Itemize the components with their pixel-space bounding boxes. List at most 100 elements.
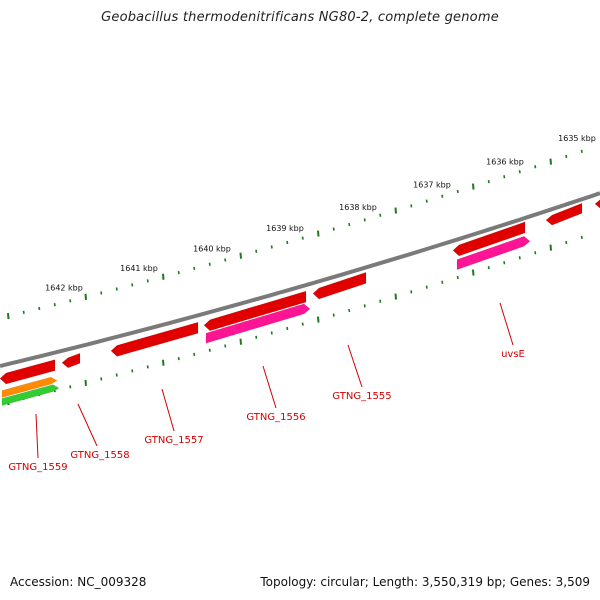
outer-tick-ring <box>7 149 583 320</box>
kbp-label: 1641 kbp <box>120 264 158 273</box>
outer-tick <box>255 249 258 253</box>
label-leader-line <box>347 344 363 388</box>
inner-tick <box>580 235 583 240</box>
gene-label[interactable]: GTNG_1557 <box>144 435 203 446</box>
gene-GTNG_1555[interactable] <box>312 272 367 300</box>
inner-tick <box>100 377 103 381</box>
accession-text: Accession: NC_009328 <box>10 575 147 589</box>
label-leader-line <box>77 403 98 447</box>
topology-text: Topology: circular; Length: 3,550,319 bp… <box>260 575 590 589</box>
outer-tick <box>332 227 335 231</box>
outer-tick <box>580 149 583 154</box>
gene-GTNG_1559-orange[interactable] <box>1 376 58 398</box>
label-leader-line <box>499 302 514 346</box>
gene-GTNG_1559-green[interactable] <box>1 384 60 406</box>
inner-tick <box>177 356 180 361</box>
outer-tick <box>162 273 165 280</box>
outer-tick <box>146 279 149 283</box>
kbp-label: 1637 kbp <box>413 180 451 189</box>
gene-uvsE-red[interactable] <box>452 221 526 257</box>
kbp-label: 1635 kbp <box>558 134 596 143</box>
gene-uvsE-pink[interactable] <box>456 236 531 270</box>
outer-tick <box>38 306 41 311</box>
outer-tick <box>425 199 428 203</box>
inner-tick <box>379 299 382 303</box>
label-leader-line <box>35 413 39 459</box>
outer-tick <box>441 194 444 198</box>
label-leader-line <box>262 365 277 409</box>
inner-tick <box>549 244 552 251</box>
outer-tick <box>22 310 25 314</box>
gene-GTNG_1559-red[interactable] <box>0 359 56 385</box>
kbp-label: 1639 kbp <box>266 224 304 233</box>
inner-tick <box>518 256 521 260</box>
inner-tick <box>115 373 118 377</box>
inner-tick <box>425 285 428 289</box>
outer-tick <box>7 312 10 320</box>
inner-tick <box>534 251 537 255</box>
outer-tick <box>518 170 521 174</box>
inner-tick <box>69 385 72 389</box>
inner-tick <box>565 240 568 245</box>
inner-tick <box>332 313 335 317</box>
inner-tick-ring <box>7 235 583 406</box>
outer-tick <box>565 154 568 159</box>
gene-GTNG_1556-red[interactable] <box>203 290 307 331</box>
inner-tick <box>441 280 444 284</box>
gene-GTNG_1556-pink[interactable] <box>205 303 311 344</box>
gene-label[interactable]: GTNG_1558 <box>70 450 129 461</box>
gene-red-2[interactable] <box>594 196 600 209</box>
inner-tick <box>503 261 506 265</box>
outer-tick <box>534 165 537 169</box>
gene-label[interactable]: GTNG_1555 <box>332 391 391 402</box>
outer-tick <box>208 262 211 266</box>
outer-tick <box>115 287 118 291</box>
outer-tick <box>301 236 304 240</box>
kbp-label: 1636 kbp <box>486 157 524 166</box>
outer-tick <box>224 258 227 262</box>
gene-GTNG_1557[interactable] <box>110 321 199 357</box>
inner-tick <box>162 359 165 366</box>
kbp-labels: 1635 kbp 1636 kbp 1637 kbp 1638 kbp 1639 kbp… <box>45 134 596 292</box>
map-title: Geobacillus thermodenitrificans NG80-2, … <box>101 10 499 25</box>
outer-tick <box>363 218 366 222</box>
kbp-label: 1642 kbp <box>45 283 83 292</box>
gene-red-1[interactable] <box>545 202 583 226</box>
gene-GTNG_1558[interactable] <box>61 352 81 369</box>
outer-tick <box>410 204 413 208</box>
inner-tick <box>255 335 258 339</box>
genome-backbone <box>0 191 600 368</box>
kbp-label: 1640 kbp <box>193 245 231 254</box>
inner-tick <box>193 352 196 357</box>
outer-tick <box>549 158 552 165</box>
outer-tick <box>100 291 103 295</box>
outer-tick <box>379 213 382 217</box>
inner-tick <box>487 266 490 270</box>
gene-label[interactable]: uvsE <box>501 349 525 360</box>
outer-tick <box>177 270 180 275</box>
outer-tick <box>487 180 490 184</box>
inner-tick <box>286 326 289 331</box>
inner-tick <box>456 275 459 280</box>
outer-tick <box>270 245 273 249</box>
outer-tick <box>239 252 242 259</box>
outer-tick <box>286 240 289 245</box>
inner-tick <box>348 308 351 313</box>
inner-tick <box>84 379 87 386</box>
kbp-label: 1638 kbp <box>339 203 377 212</box>
gene-label[interactable]: GTNG_1559 <box>8 462 67 473</box>
outer-tick <box>394 207 397 214</box>
gene-label[interactable]: GTNG_1556 <box>246 412 305 423</box>
outer-tick <box>84 293 87 300</box>
inner-tick <box>131 369 134 373</box>
inner-tick <box>239 338 242 345</box>
outer-tick <box>53 303 56 307</box>
gene-features <box>0 196 600 406</box>
outer-tick <box>193 266 196 271</box>
label-leader-line <box>161 388 175 432</box>
outer-tick <box>503 175 506 179</box>
inner-tick <box>472 269 475 276</box>
inner-tick <box>208 348 211 352</box>
outer-tick <box>317 230 320 237</box>
